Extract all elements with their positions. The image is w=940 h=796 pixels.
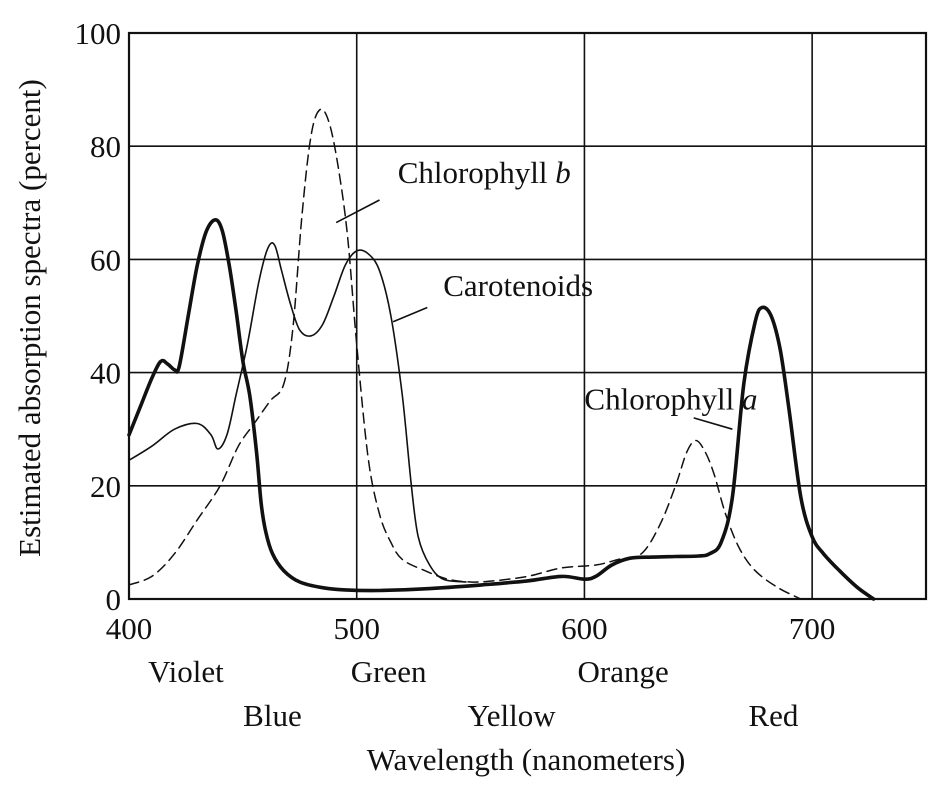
color-label-blue: Blue (243, 698, 302, 733)
series-line-carotenoids (128, 242, 467, 583)
color-label-violet: Violet (148, 654, 224, 689)
label-carotenoids: Carotenoids (443, 268, 593, 303)
x-tick-label-500: 500 (333, 611, 380, 646)
plot-frame (127, 31, 928, 601)
x-tick-labels: 400 500 600 700 (106, 611, 836, 646)
label-leader-lines (335, 199, 733, 430)
color-label-yellow: Yellow (467, 698, 556, 733)
y-tick-label-20: 20 (90, 469, 121, 504)
x-axis-title: Wavelength (nanometers) (367, 742, 686, 777)
y-tick-label-80: 80 (90, 129, 121, 164)
y-tick-labels: 0 20 40 60 80 100 (75, 16, 122, 617)
plot-border (127, 31, 928, 601)
color-label-orange: Orange (578, 654, 669, 689)
y-tick-label-40: 40 (90, 356, 121, 391)
label-chlorophyll-b-main: Chlorophyll (398, 155, 556, 190)
color-band-labels: Violet Green Orange Blue Yellow Red (148, 654, 799, 733)
label-chlorophyll-a: Chlorophyll a (584, 381, 757, 416)
x-tick-label-400: 400 (106, 611, 153, 646)
label-chlorophyll-b-italic: b (555, 155, 571, 190)
y-axis-title: Estimated absorption spectra (percent) (12, 79, 47, 557)
leader-chlorophyll-a (693, 417, 733, 430)
label-chlorophyll-a-main: Chlorophyll (584, 381, 742, 416)
leader-chlorophyll-b (335, 199, 380, 224)
label-chlorophyll-a-italic: a (742, 381, 758, 416)
y-tick-label-60: 60 (90, 242, 121, 277)
y-tick-label-0: 0 (106, 582, 122, 617)
x-tick-label-700: 700 (789, 611, 836, 646)
color-label-red: Red (748, 698, 798, 733)
series-line-chlorophyll-b (128, 108, 802, 600)
y-tick-label-100: 100 (75, 16, 122, 51)
series-labels: Chlorophyll b Carotenoids Chlorophyll a (398, 155, 758, 416)
x-tick-label-600: 600 (561, 611, 608, 646)
color-label-green: Green (351, 654, 427, 689)
label-chlorophyll-b: Chlorophyll b (398, 155, 571, 190)
series-line-chlorophyll-a (127, 218, 876, 601)
series-lines (127, 108, 876, 601)
grid-lines (129, 33, 926, 599)
leader-carotenoids (392, 306, 428, 323)
